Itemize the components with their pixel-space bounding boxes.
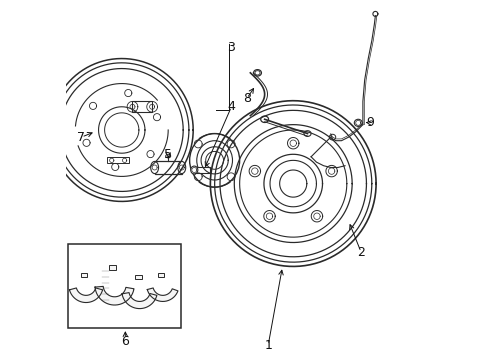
Bar bbox=[81, 273, 87, 277]
Bar bbox=[68, 244, 181, 328]
Ellipse shape bbox=[151, 161, 159, 174]
Polygon shape bbox=[122, 293, 157, 309]
Bar bbox=[107, 157, 129, 163]
Polygon shape bbox=[147, 288, 178, 301]
Ellipse shape bbox=[166, 154, 171, 158]
Ellipse shape bbox=[253, 69, 262, 76]
Ellipse shape bbox=[354, 119, 362, 126]
Ellipse shape bbox=[304, 131, 311, 136]
Ellipse shape bbox=[178, 161, 186, 174]
Text: 8: 8 bbox=[243, 92, 251, 105]
Ellipse shape bbox=[329, 134, 336, 140]
Bar bbox=[155, 161, 182, 174]
Text: 5: 5 bbox=[164, 148, 172, 161]
Text: 6: 6 bbox=[122, 335, 129, 348]
Text: 2: 2 bbox=[357, 246, 365, 258]
Text: 1: 1 bbox=[264, 338, 272, 351]
Bar bbox=[109, 265, 117, 270]
Bar bbox=[158, 273, 164, 277]
Polygon shape bbox=[95, 286, 134, 305]
Bar bbox=[135, 275, 142, 279]
Bar bbox=[194, 167, 210, 173]
Text: 7: 7 bbox=[77, 131, 85, 144]
Bar bbox=[132, 101, 152, 112]
Ellipse shape bbox=[191, 166, 198, 174]
Text: 4: 4 bbox=[227, 100, 235, 113]
Text: 9: 9 bbox=[366, 116, 374, 129]
Polygon shape bbox=[70, 288, 102, 302]
Ellipse shape bbox=[261, 116, 269, 122]
Text: 3: 3 bbox=[227, 41, 235, 54]
